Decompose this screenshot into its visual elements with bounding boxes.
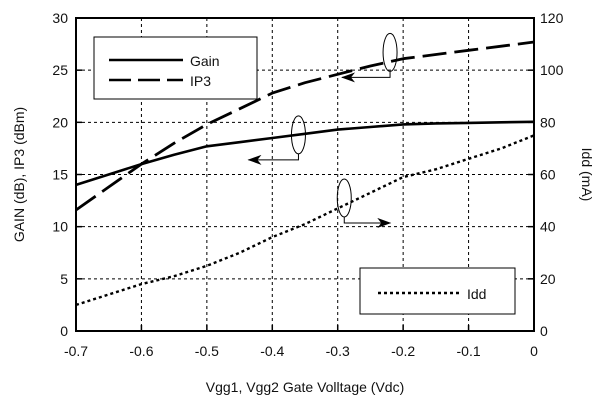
- y-right-tick-label: 100: [540, 62, 564, 78]
- x-tick-label: -0.5: [195, 343, 219, 359]
- y-left-tick-label: 0: [60, 323, 68, 339]
- y-axis-right-label: Idd (mA): [579, 148, 595, 202]
- ip3-callout-arrow: [341, 71, 391, 83]
- legend-bottom: Idd: [359, 267, 516, 315]
- annotations: [247, 32, 398, 228]
- y-right-tick-label: 40: [540, 219, 556, 235]
- legend-ip3-label: IP3: [190, 73, 211, 89]
- y-left-tick-label: 20: [52, 114, 68, 130]
- x-tick-label: -0.3: [326, 343, 350, 359]
- x-tick-label: -0.2: [391, 343, 415, 359]
- idd-callout-ellipse: [336, 178, 352, 218]
- legend-idd-label: Idd: [467, 286, 486, 302]
- y-left-tick-label: 25: [52, 62, 68, 78]
- legend-top-box: [93, 36, 258, 100]
- y-right-tick-label: 120: [540, 10, 564, 26]
- y-right-tick-label: 20: [540, 271, 556, 287]
- y-left-tick-label: 5: [60, 271, 68, 287]
- series-line-idd: [75, 134, 535, 307]
- legend-top: Gain IP3: [93, 36, 258, 100]
- idd-callout-arrow: [343, 216, 392, 228]
- y-left-tick-label: 10: [52, 219, 68, 235]
- x-tick-label: -0.4: [260, 343, 284, 359]
- y-right-tick-label: 0: [540, 323, 548, 339]
- x-tick-label: 0: [530, 343, 538, 359]
- y-axis-left-label: GAIN (dB), IP3 (dBm): [11, 107, 27, 242]
- y-left-tick-label: 30: [52, 10, 68, 26]
- series-line-ip3: [75, 40, 535, 212]
- gain-callout-arrow: [247, 153, 299, 165]
- legend-bottom-box: [359, 267, 516, 315]
- x-tick-label: -0.1: [457, 343, 481, 359]
- x-tick-label: -0.6: [129, 343, 153, 359]
- ip3-callout-ellipse: [382, 32, 398, 72]
- x-tick-label: -0.7: [64, 343, 88, 359]
- ticks: -0.7 -0.6 -0.5 -0.4 -0.3 -0.2 -0.1 005101520253…: [52, 10, 563, 359]
- legend-gain-label: Gain: [190, 53, 220, 69]
- y-right-tick-label: 60: [540, 167, 556, 183]
- y-right-tick-label: 80: [540, 114, 556, 130]
- y-left-tick-label: 15: [52, 167, 68, 183]
- x-axis-label: Vgg1, Vgg2 Gate Volltage (Vdc): [206, 379, 404, 395]
